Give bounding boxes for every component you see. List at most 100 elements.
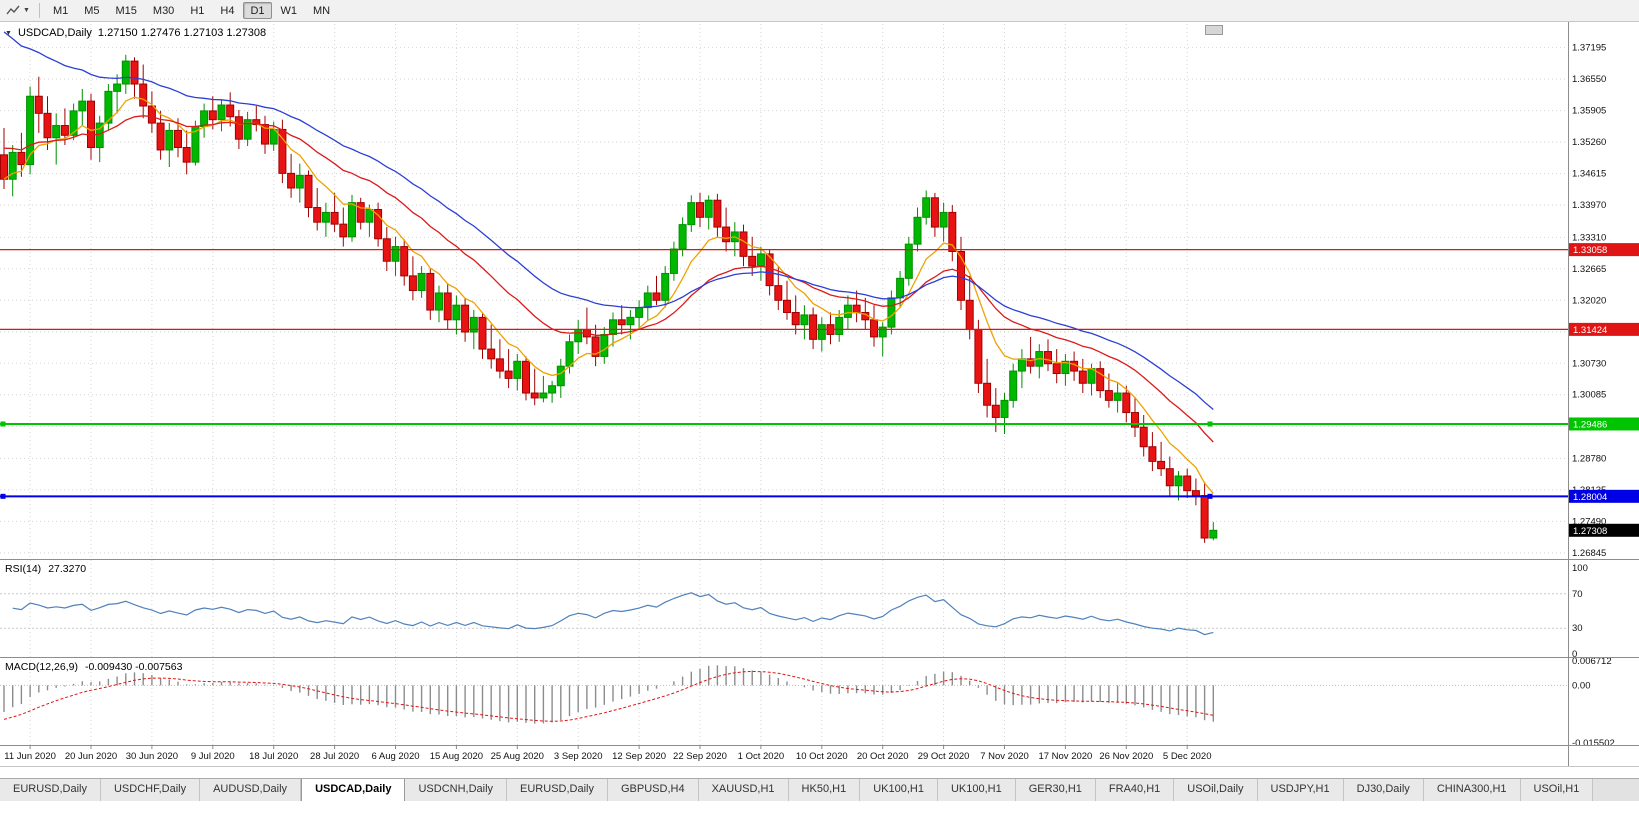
- ma-fast-line: [3, 96, 1214, 495]
- chart-tab-USDCHF-Daily[interactable]: USDCHF,Daily: [100, 779, 201, 801]
- chart-svg: 1.37195 1.36550 1.35905 1.35260 1.34615 1.339…: [0, 22, 1639, 767]
- chart-tab-USDCNH-Daily[interactable]: USDCNH,Daily: [405, 779, 508, 801]
- chevron-down-icon[interactable]: ▼: [23, 7, 30, 14]
- svg-text:1.33058: 1.33058: [1573, 245, 1607, 256]
- chart-title: ▼ USDCAD,Daily 1.27150 1.27476 1.27103 1…: [5, 27, 266, 39]
- svg-text:1.32665: 1.32665: [1572, 264, 1606, 275]
- macd-caption: MACD(12,26,9) -0.009430 -0.007563: [5, 661, 182, 673]
- chart-tab-UK100-H1[interactable]: UK100,H1: [937, 779, 1016, 801]
- svg-text:6 Aug 2020: 6 Aug 2020: [371, 751, 419, 762]
- svg-text:1.33310: 1.33310: [1572, 232, 1606, 243]
- collapse-triangle-icon[interactable]: ▼: [5, 29, 12, 37]
- timeframe-button-M1[interactable]: M1: [52, 5, 69, 17]
- macd-signal-line: [3, 670, 1214, 722]
- rsi-caption: RSI(14) 27.3270: [5, 563, 86, 575]
- svg-text:20 Oct 2020: 20 Oct 2020: [857, 751, 909, 762]
- chart-tab-USOil-Daily[interactable]: USOil,Daily: [1174, 779, 1258, 801]
- chart-tools-icon[interactable]: [4, 3, 22, 19]
- svg-text:26 Nov 2020: 26 Nov 2020: [1099, 751, 1153, 762]
- svg-text:3 Sep 2020: 3 Sep 2020: [554, 751, 603, 762]
- chart-tab-USOil-H1[interactable]: USOil,H1: [1520, 779, 1594, 801]
- toolbar-separator: [38, 3, 40, 18]
- svg-text:1.28780: 1.28780: [1572, 453, 1606, 464]
- timeframe-button-W1[interactable]: W1: [280, 5, 298, 17]
- chart-shift-marker[interactable]: [1205, 25, 1223, 35]
- macd-pane: [0, 665, 1568, 724]
- chart-tabbar: EURUSD,Daily USDCHF,Daily AUDUSD,Daily USDC…: [0, 778, 1639, 801]
- svg-text:30 Jun 2020: 30 Jun 2020: [126, 751, 178, 762]
- svg-text:1.27308: 1.27308: [1573, 526, 1607, 537]
- svg-text:20 Jun 2020: 20 Jun 2020: [65, 751, 117, 762]
- svg-text:25 Aug 2020: 25 Aug 2020: [491, 751, 544, 762]
- svg-text:29 Oct 2020: 29 Oct 2020: [918, 751, 970, 762]
- svg-text:17 Nov 2020: 17 Nov 2020: [1038, 751, 1092, 762]
- svg-text:1.27490: 1.27490: [1572, 516, 1606, 527]
- timeframe-button-H1[interactable]: H1: [190, 5, 205, 17]
- rsi-current-value: 27.3270: [48, 563, 87, 575]
- chart-tab-DJ30-Daily[interactable]: DJ30,Daily: [1343, 779, 1424, 801]
- symbol-timeframe-label: USDCAD,Daily: [17, 27, 92, 39]
- svg-text:1.35260: 1.35260: [1572, 137, 1606, 148]
- timeframe-buttons: M1 M5 M15 M30 H1 H4 D1 W1 MN: [45, 2, 338, 19]
- timeframe-button-H4[interactable]: H4: [220, 5, 235, 17]
- svg-text:7 Nov 2020: 7 Nov 2020: [980, 751, 1029, 762]
- svg-text:30: 30: [1572, 623, 1583, 634]
- ma-medium-line: [3, 115, 1214, 443]
- chart-tab-USDCAD-Daily[interactable]: USDCAD,Daily: [301, 779, 406, 801]
- grid-layer: [0, 24, 1568, 745]
- svg-text:15 Aug 2020: 15 Aug 2020: [430, 751, 483, 762]
- timeframe-button-MN[interactable]: MN: [313, 5, 331, 17]
- chart-tab-EURUSD-Daily[interactable]: EURUSD,Daily: [507, 779, 608, 801]
- svg-text:100: 100: [1572, 563, 1588, 574]
- svg-text:1.29486: 1.29486: [1573, 419, 1607, 430]
- svg-text:12 Sep 2020: 12 Sep 2020: [612, 751, 666, 762]
- chart-tab-GER30-H1[interactable]: GER30,H1: [1015, 779, 1096, 801]
- svg-text:1 Oct 2020: 1 Oct 2020: [738, 751, 784, 762]
- svg-text:1.31424: 1.31424: [1573, 325, 1607, 336]
- svg-text:1.30085: 1.30085: [1572, 390, 1606, 401]
- horizontal-lines-layer: [0, 249, 1568, 499]
- chart-tab-HK50-H1[interactable]: HK50,H1: [788, 779, 861, 801]
- rsi-indicator-label: RSI(14): [5, 563, 42, 575]
- chart-tab-EURUSD-Daily[interactable]: EURUSD,Daily: [0, 779, 101, 801]
- rsi-pane: [0, 592, 1568, 636]
- ma-slow-line: [3, 31, 1214, 410]
- timeframe-button-M15[interactable]: M15: [115, 5, 137, 17]
- timeframe-button-D1[interactable]: D1: [243, 2, 272, 19]
- chart-tab-UK100-H1[interactable]: UK100,H1: [860, 779, 938, 801]
- svg-text:1.37195: 1.37195: [1572, 43, 1606, 54]
- chart-tab-XAUUSD-H1[interactable]: XAUUSD,H1: [698, 779, 789, 801]
- chart-tab-GBPUSD-H4[interactable]: GBPUSD,H4: [608, 779, 699, 801]
- svg-text:1.35905: 1.35905: [1572, 106, 1606, 117]
- svg-text:11 Jun 2020: 11 Jun 2020: [4, 751, 56, 762]
- svg-text:1.36550: 1.36550: [1572, 74, 1606, 85]
- chart-tab-FRA40-H1[interactable]: FRA40,H1: [1095, 779, 1175, 801]
- chart-canvas[interactable]: 1.37195 1.36550 1.35905 1.35260 1.34615 1.339…: [0, 22, 1639, 768]
- chart-tab-CHINA300-H1[interactable]: CHINA300,H1: [1423, 779, 1521, 801]
- timeframe-toolbar: ▼ M1 M5 M15 M30 H1 H4 D1 W1 MN: [0, 0, 1639, 22]
- svg-text:1.32020: 1.32020: [1572, 295, 1606, 306]
- chart-tab-AUDUSD-Daily[interactable]: AUDUSD,Daily: [200, 779, 302, 801]
- svg-text:70: 70: [1572, 589, 1583, 600]
- chart-tab-USDJPY-H1[interactable]: USDJPY,H1: [1257, 779, 1344, 801]
- svg-text:5 Dec 2020: 5 Dec 2020: [1163, 751, 1212, 762]
- svg-text:1.30730: 1.30730: [1572, 358, 1606, 369]
- svg-text:10 Oct 2020: 10 Oct 2020: [796, 751, 848, 762]
- svg-text:0: 0: [1572, 649, 1577, 660]
- macd-indicator-label: MACD(12,26,9): [5, 661, 78, 673]
- svg-text:28 Jul 2020: 28 Jul 2020: [310, 751, 359, 762]
- rsi-line: [12, 592, 1214, 636]
- svg-text:0.00: 0.00: [1572, 680, 1591, 691]
- svg-text:1.28004: 1.28004: [1573, 492, 1607, 503]
- svg-text:1.34615: 1.34615: [1572, 169, 1606, 180]
- macd-current-values: -0.009430 -0.007563: [84, 661, 183, 673]
- timeframe-button-M30[interactable]: M30: [152, 5, 175, 17]
- svg-text:9 Jul 2020: 9 Jul 2020: [191, 751, 235, 762]
- axes-layer: 1.37195 1.36550 1.35905 1.35260 1.34615 1.339…: [0, 22, 1639, 767]
- timeframe-button-M5[interactable]: M5: [84, 5, 100, 17]
- svg-text:0.006712: 0.006712: [1572, 656, 1612, 667]
- moving-averages-layer: [3, 31, 1214, 495]
- svg-text:-0.015502: -0.015502: [1572, 738, 1615, 749]
- svg-text:18 Jul 2020: 18 Jul 2020: [249, 751, 298, 762]
- svg-text:22 Sep 2020: 22 Sep 2020: [673, 751, 727, 762]
